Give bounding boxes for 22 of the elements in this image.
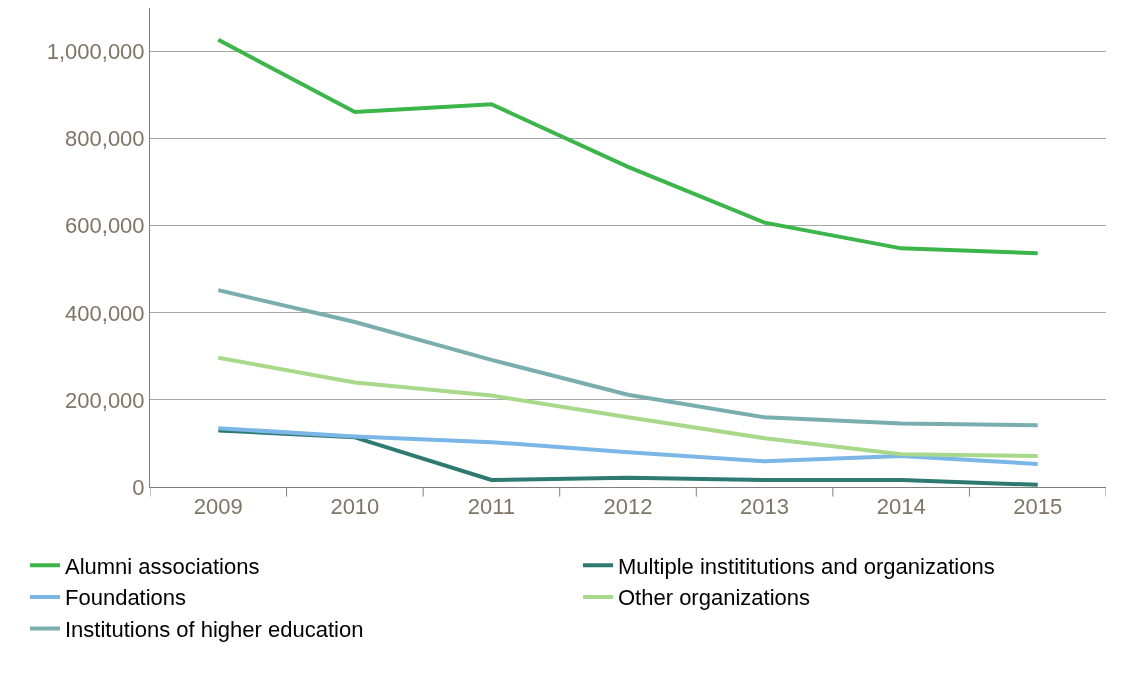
line-series bbox=[216, 288, 1040, 428]
legend-label: Institutions of higher education bbox=[65, 617, 364, 643]
y-tick-label: 400,000 bbox=[65, 300, 145, 326]
legend-label: Alumni associations bbox=[65, 553, 260, 579]
x-tick-label: 2013 bbox=[740, 494, 790, 520]
x-tick-label: 2010 bbox=[330, 494, 380, 520]
line-series bbox=[216, 426, 1040, 466]
y-tick-label: 600,000 bbox=[65, 213, 145, 239]
legend-label: Other organizations bbox=[618, 585, 810, 611]
x-tick-label: 2012 bbox=[603, 494, 653, 520]
y-tick-label: 200,000 bbox=[65, 387, 145, 413]
legend-label: Foundations bbox=[65, 585, 187, 611]
line-series bbox=[216, 37, 1040, 256]
y-tick-label: 0 bbox=[132, 474, 145, 500]
y-tick-label: 1,000,000 bbox=[46, 39, 145, 65]
line-series bbox=[216, 355, 1040, 459]
y-tick-label: 800,000 bbox=[65, 126, 145, 152]
legend-label: Multiple instititutions and organizations bbox=[618, 553, 995, 579]
x-tick-label: 2014 bbox=[876, 494, 926, 520]
x-tick-label: 2011 bbox=[467, 494, 516, 520]
x-tick-label: 2015 bbox=[1013, 494, 1063, 520]
x-tick-label: 2009 bbox=[193, 494, 243, 520]
